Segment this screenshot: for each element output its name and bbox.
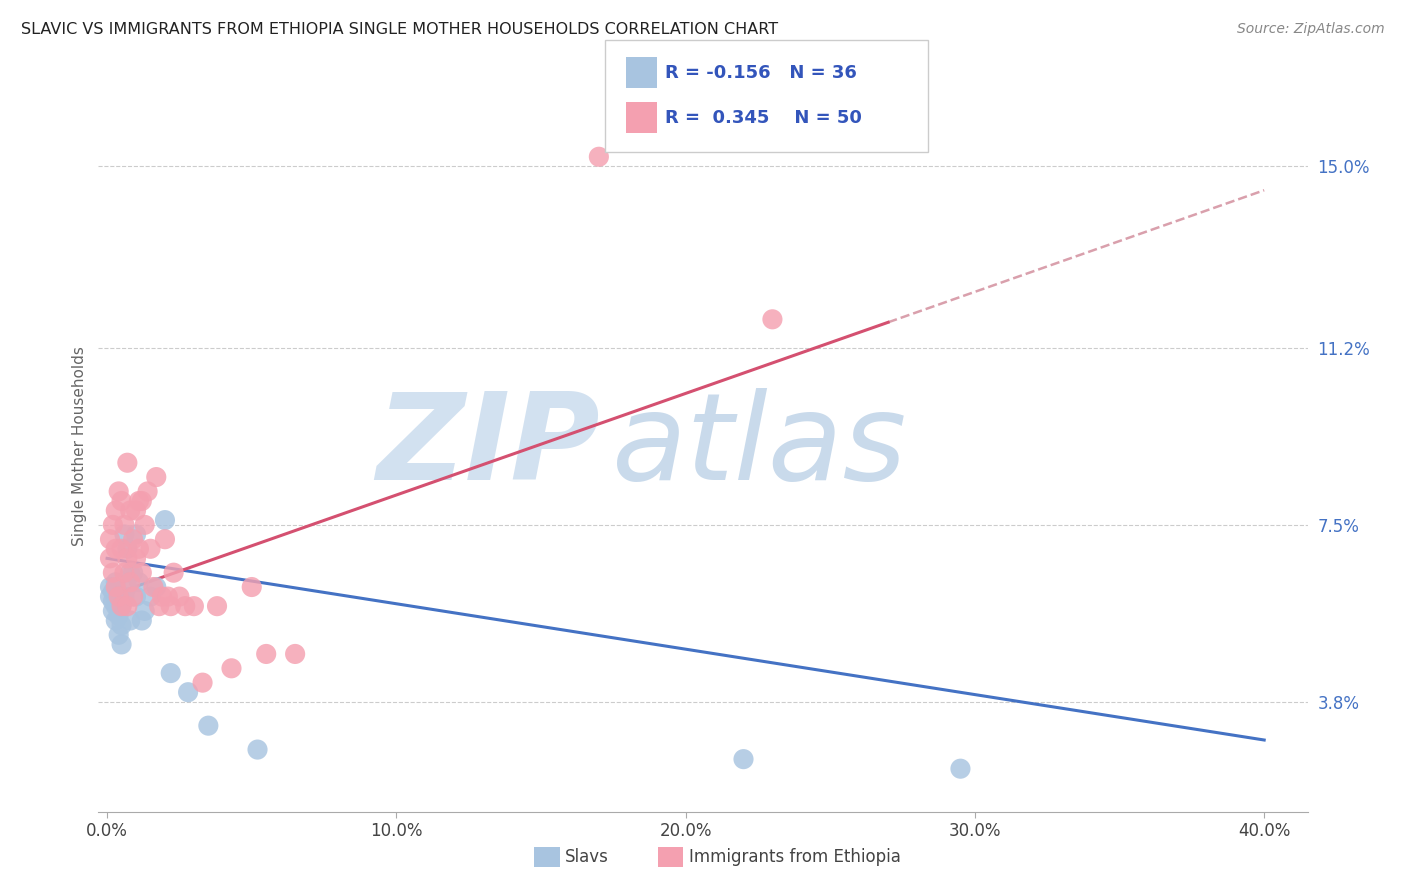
Point — [174, 599, 197, 614]
Point — [128, 494, 150, 508]
Point — [117, 551, 139, 566]
Text: Immigrants from Ethiopia: Immigrants from Ethiopia — [689, 848, 901, 866]
Point — [761, 312, 783, 326]
Point — [110, 494, 132, 508]
Point — [134, 517, 156, 532]
Point — [240, 580, 263, 594]
Text: atlas: atlas — [613, 387, 908, 505]
Point — [110, 618, 132, 632]
Point — [120, 566, 142, 580]
Text: Source: ZipAtlas.com: Source: ZipAtlas.com — [1237, 22, 1385, 37]
Point — [162, 566, 184, 580]
Point — [949, 762, 972, 776]
Point — [197, 719, 219, 733]
Point — [134, 604, 156, 618]
Point — [104, 614, 127, 628]
Point — [114, 566, 136, 580]
Point — [148, 599, 170, 614]
Point — [125, 503, 148, 517]
Point — [104, 541, 127, 556]
Point — [733, 752, 755, 766]
Y-axis label: Single Mother Households: Single Mother Households — [72, 346, 87, 546]
Point — [101, 517, 124, 532]
Point — [284, 647, 307, 661]
Text: SLAVIC VS IMMIGRANTS FROM ETHIOPIA SINGLE MOTHER HOUSEHOLDS CORRELATION CHART: SLAVIC VS IMMIGRANTS FROM ETHIOPIA SINGL… — [21, 22, 778, 37]
Point — [139, 541, 162, 556]
Point — [98, 580, 121, 594]
Point — [107, 590, 129, 604]
Point — [104, 580, 127, 594]
Point — [136, 484, 159, 499]
Point — [128, 575, 150, 590]
Point — [117, 580, 139, 594]
Point — [122, 566, 145, 580]
Point — [177, 685, 200, 699]
Point — [107, 628, 129, 642]
Point — [142, 580, 165, 594]
Point — [139, 590, 162, 604]
Point — [110, 637, 132, 651]
Point — [246, 742, 269, 756]
Point — [104, 575, 127, 590]
Point — [120, 503, 142, 517]
Point — [107, 484, 129, 499]
Point — [128, 541, 150, 556]
Point — [114, 590, 136, 604]
Point — [588, 150, 610, 164]
Point — [159, 666, 181, 681]
Point — [150, 590, 173, 604]
Point — [120, 614, 142, 628]
Text: Slavs: Slavs — [565, 848, 609, 866]
Point — [191, 675, 214, 690]
Point — [104, 503, 127, 517]
Point — [156, 590, 179, 604]
Point — [98, 590, 121, 604]
Point — [101, 584, 124, 599]
Point — [120, 575, 142, 590]
Point — [125, 590, 148, 604]
Point — [117, 541, 139, 556]
Point — [98, 533, 121, 547]
Point — [125, 527, 148, 541]
Point — [117, 456, 139, 470]
Text: R =  0.345    N = 50: R = 0.345 N = 50 — [665, 109, 862, 127]
Text: ZIP: ZIP — [377, 387, 600, 505]
Point — [110, 541, 132, 556]
Point — [114, 527, 136, 541]
Point — [107, 590, 129, 604]
Point — [110, 599, 132, 614]
Point — [169, 590, 191, 604]
Point — [122, 590, 145, 604]
Point — [101, 566, 124, 580]
Text: R = -0.156   N = 36: R = -0.156 N = 36 — [665, 63, 856, 81]
Point — [131, 494, 153, 508]
Point — [153, 513, 176, 527]
Point — [101, 594, 124, 608]
Point — [159, 599, 181, 614]
Point — [205, 599, 228, 614]
Point — [145, 470, 167, 484]
Point — [221, 661, 243, 675]
Point — [107, 608, 129, 623]
Point — [254, 647, 277, 661]
Point — [153, 533, 176, 547]
Point — [131, 566, 153, 580]
Point — [98, 551, 121, 566]
Point — [101, 604, 124, 618]
Point — [145, 580, 167, 594]
Point — [104, 590, 127, 604]
Point — [117, 599, 139, 614]
Point — [122, 533, 145, 547]
Point — [125, 551, 148, 566]
Point — [104, 599, 127, 614]
Point — [183, 599, 205, 614]
Point — [114, 517, 136, 532]
Point — [110, 599, 132, 614]
Point — [131, 614, 153, 628]
